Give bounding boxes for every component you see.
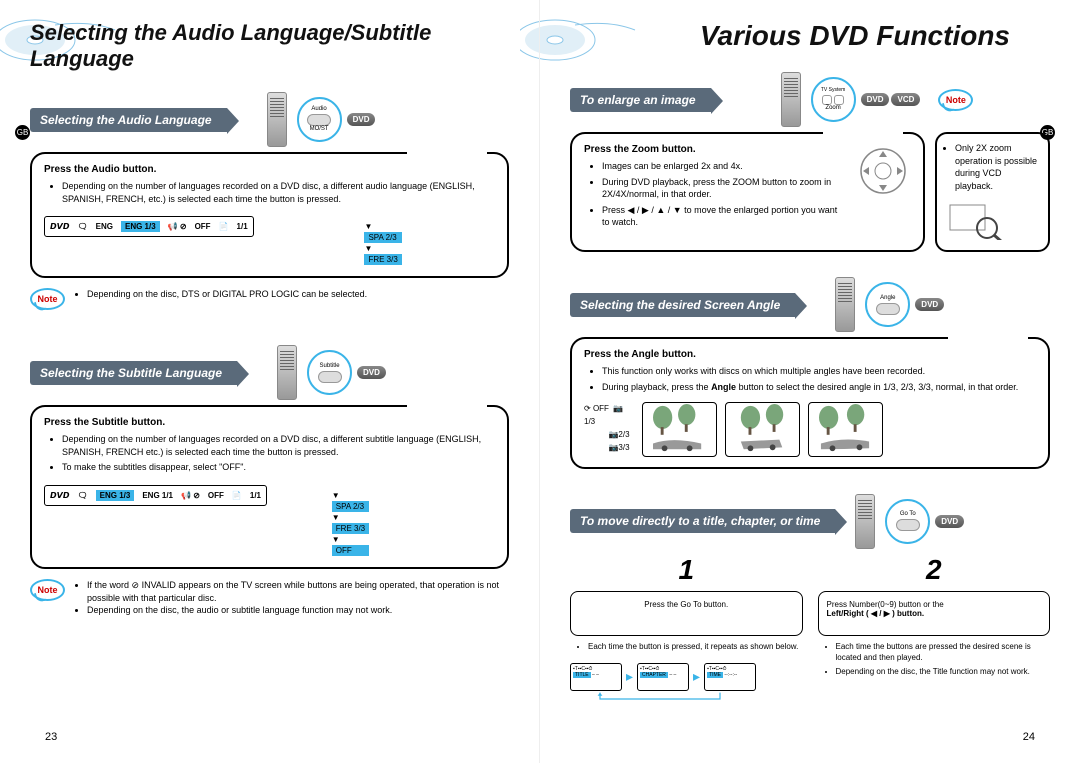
dvd-badge: DVD	[357, 366, 386, 379]
gb-badge: GB	[15, 125, 30, 140]
remote-icon	[267, 92, 287, 147]
tab-enlarge: To enlarge an image	[570, 88, 711, 112]
audio-note: Depending on the disc, DTS or DIGITAL PR…	[87, 288, 509, 301]
goto-step1-text: Press the Go To button.	[579, 600, 794, 609]
section-subtitle-language: Selecting the Subtitle Language Subtitle…	[30, 345, 509, 617]
angle-thumb-2	[725, 402, 800, 457]
subtitle-bullet-1: Depending on the number of languages rec…	[62, 433, 495, 458]
section-goto: To move directly to a title, chapter, or…	[570, 494, 1050, 706]
dpad-icon	[856, 144, 911, 199]
section-zoom: To enlarge an image TV System Zoom DVD V…	[570, 72, 1050, 252]
note-badge: Note	[30, 579, 65, 601]
remote-icon	[277, 345, 297, 400]
section-angle: Selecting the desired Screen Angle Angle…	[570, 277, 1050, 468]
dvd-badge: DVD	[861, 93, 890, 106]
zoom-button-circle: TV System Zoom	[811, 77, 856, 122]
instruction-zoom: Press the Zoom button.	[584, 144, 846, 155]
zoom-side-note: Only 2X zoom operation is possible durin…	[935, 132, 1050, 252]
goto-step-2: 2 Press Number(0~9) button or the Left/R…	[818, 554, 1051, 706]
subtitle-note-2: Depending on the disc, the audio or subt…	[87, 604, 509, 617]
tab-goto: To move directly to a title, chapter, or…	[570, 509, 835, 533]
dvd-badge: DVD	[915, 298, 944, 311]
remote-icon	[855, 494, 875, 549]
subtitle-display-bar: 𝘿𝙑𝘿 🗨 ENG 1/3 ENG 1/1 📢 ⊘ OFF 📄 1/1	[44, 485, 267, 506]
tab-subtitle-lang: Selecting the Subtitle Language	[30, 361, 237, 385]
tab-audio-lang: Selecting the Audio Language	[30, 108, 227, 132]
angle-thumb-3	[808, 402, 883, 457]
page-title-right: Various DVD Functions	[570, 20, 1050, 52]
page-23: GB Selecting the Audio Language/Subtitle…	[0, 0, 540, 763]
subtitle-note-1: If the word ⊘ INVALID appears on the TV …	[87, 579, 509, 604]
audio-button-circle: Audio MO/ST	[297, 97, 342, 142]
subtitle-button-circle: Subtitle	[307, 350, 352, 395]
page-title-left: Selecting the Audio Language/Subtitle La…	[30, 20, 509, 72]
zoom-bullet-3: Press ◀ / ▶ / ▲ / ▼ to move the enlarged…	[602, 204, 846, 229]
dvd-badge: DVD	[347, 113, 376, 126]
audio-bullet-1: Depending on the number of languages rec…	[62, 180, 495, 205]
remote-icon	[781, 72, 801, 127]
angle-button-circle: Angle	[865, 282, 910, 327]
goto-button-circle: Go To	[885, 499, 930, 544]
vcd-badge: VCD	[891, 93, 920, 106]
angle-thumb-1	[642, 402, 717, 457]
zoom-bullet-1: Images can be enlarged 2x and 4x.	[602, 160, 846, 173]
angle-indicator: ⟳ OFF 📷1/3 📷2/3 📷3/3	[584, 403, 634, 454]
instruction-audio: Press the Audio button.	[44, 164, 495, 175]
instruction-angle: Press the Angle button.	[584, 349, 1036, 360]
zoom-bullet-2: During DVD playback, press the ZOOM butt…	[602, 176, 846, 201]
tab-angle: Selecting the desired Screen Angle	[570, 293, 795, 317]
audio-display-bar: 𝘿𝙑𝘿 🗨 ENG ENG 1/3 📢 ⊘ OFF 📄 1/1	[44, 216, 254, 237]
instruction-subtitle: Press the Subtitle button.	[44, 417, 495, 428]
section-audio-language: Selecting the Audio Language Audio MO/ST…	[30, 92, 509, 310]
angle-bullet-2: During playback, press the Angle button …	[602, 381, 1036, 394]
angle-bullet-1: This function only works with discs on w…	[602, 365, 1036, 378]
goto-display-sequence: ▪T▪▪C▪▪⏱TITLE – – ▸ ▪T▪▪C▪▪⏱CHAPTER – – …	[570, 663, 756, 691]
page-number-23: 23	[45, 731, 57, 743]
zoom-magnifier-icon	[945, 200, 1005, 240]
note-badge: Note	[30, 288, 65, 310]
page-24: GB Various DVD Functions To enlarge an i…	[540, 0, 1080, 763]
dvd-badge: DVD	[935, 515, 964, 528]
note-badge: Note	[938, 89, 973, 111]
page-number-24: 24	[1023, 731, 1035, 743]
goto-step-1: 1 Press the Go To button. Each time the …	[570, 554, 803, 706]
loop-arrow-icon	[570, 691, 750, 703]
subtitle-bullet-2: To make the subtitles disappear, select …	[62, 461, 495, 474]
remote-icon	[835, 277, 855, 332]
